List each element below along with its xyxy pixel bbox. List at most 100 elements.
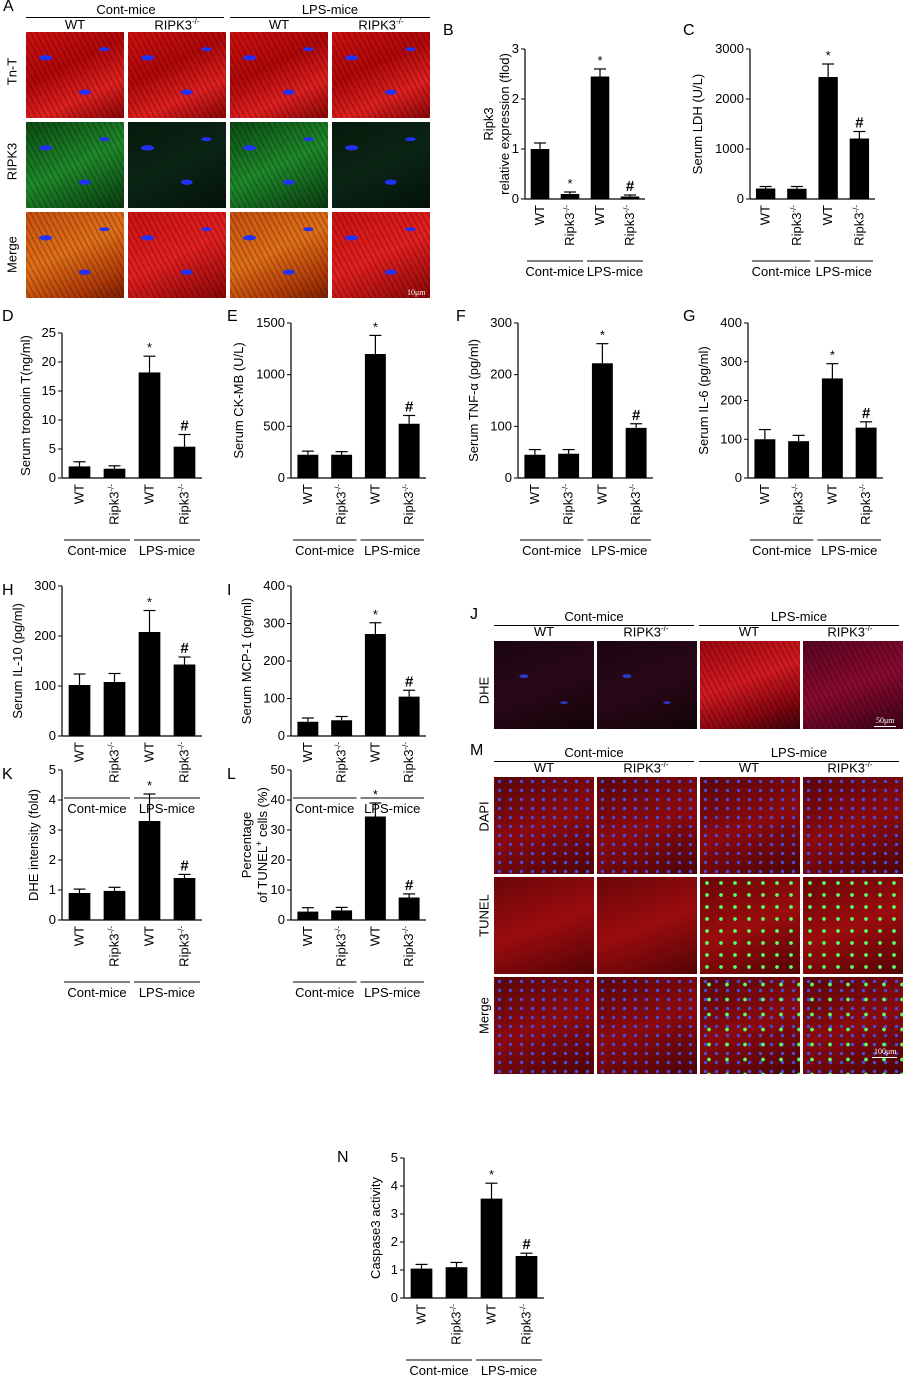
- panel-j-col-2: RIPK3-/-: [623, 624, 669, 640]
- x-tick-label: WT: [532, 205, 547, 225]
- significance-mark: *: [147, 778, 152, 793]
- bar-2: [103, 682, 126, 736]
- bar-1: [297, 721, 319, 736]
- panel-j-letter: J: [470, 606, 478, 623]
- x-tick-label: Ripk3-/-: [561, 484, 576, 525]
- y-axis-label: Percentageof TUNEL+ cells (%): [239, 787, 270, 903]
- panel-a-tile-r2-c2: [128, 122, 226, 208]
- chart-c: 0 1000 2000 3000 Serum LDH (U/L) WT Ripk3-/- * W…: [690, 41, 875, 279]
- panel-a-group-line-lps: [230, 17, 430, 18]
- panel-m-tile-r3-c1: [494, 977, 594, 1074]
- panel-j-tile-r1-c1: [494, 641, 594, 729]
- bar-1: [68, 893, 91, 920]
- panel-m-scale-bar: [872, 1057, 897, 1058]
- y-axis-label: Serum CK-MB (U/L): [231, 342, 246, 458]
- panel-a-tile-r1-c2: [128, 32, 226, 118]
- y-tick-label: 10: [42, 412, 56, 427]
- panel-a-group-line-cont: [26, 17, 224, 18]
- y-tick-label: 100: [34, 678, 56, 693]
- bar-3: [818, 77, 838, 199]
- panel-a-letter: A: [3, 0, 14, 15]
- panel-j-group-lps: LPS-mice: [770, 609, 828, 624]
- bar-2: [788, 441, 810, 478]
- x-tick-label: WT: [484, 1304, 499, 1324]
- panel-m-tile-r1-c2: [597, 777, 697, 874]
- y-axis-label: Caspase3 activity: [368, 1177, 383, 1279]
- y-tick-label: 1: [49, 882, 56, 897]
- y-tick-label: 4: [49, 792, 56, 807]
- y-tick-label: 400: [720, 315, 742, 330]
- x-tick-label: WT: [758, 205, 773, 225]
- panel-l-letter: L: [227, 766, 236, 783]
- group-label: Cont-mice: [295, 985, 354, 1000]
- bar-4: [398, 696, 420, 736]
- y-tick-label: 20: [271, 852, 285, 867]
- y-axis-label: Serum IL-10 (pg/ml): [10, 603, 25, 719]
- x-tick-label: WT: [300, 926, 315, 946]
- bar-2: [445, 1267, 468, 1298]
- y-tick-label: 20: [42, 354, 56, 369]
- significance-mark: *: [373, 607, 378, 622]
- group-label: LPS-mice: [587, 264, 643, 279]
- group-label: LPS-mice: [364, 985, 420, 1000]
- y-tick-label: 200: [720, 393, 742, 408]
- y-tick-label: 0: [49, 728, 56, 743]
- y-tick-label: 300: [34, 578, 56, 593]
- x-tick-label: WT: [367, 484, 382, 504]
- bar-1: [530, 149, 550, 199]
- y-tick-label: 3000: [715, 41, 744, 56]
- group-label: Cont-mice: [295, 801, 354, 816]
- significance-mark: *: [826, 48, 831, 63]
- x-tick-label: Ripk3-/-: [177, 484, 192, 525]
- group-label: LPS-mice: [139, 543, 195, 558]
- panel-j-group-cont: Cont-mice: [564, 609, 624, 624]
- y-tick-label: 500: [263, 418, 285, 433]
- significance-mark: *: [373, 319, 378, 334]
- significance-mark: #: [180, 640, 189, 657]
- panel-j-tile-r1-c2: [597, 641, 697, 729]
- group-label: Cont-mice: [522, 543, 581, 558]
- group-label: LPS-mice: [364, 543, 420, 558]
- panel-m-tile-r3-c3: [700, 977, 800, 1074]
- chart-i: 0 100 200 300 400 Serum MCP-1 (pg/ml) WT Ripk3-…: [239, 578, 426, 816]
- bar-1: [68, 685, 91, 736]
- panel-b-letter: B: [443, 22, 454, 39]
- significance-mark: *: [830, 348, 835, 363]
- panel-j-col-1: WT: [533, 624, 555, 639]
- y-tick-label: 0: [512, 191, 519, 206]
- panel-m-tile-r2-c4: [803, 877, 903, 974]
- panel-m-group-line-lps: [699, 761, 899, 762]
- y-tick-label: 4: [391, 1178, 398, 1193]
- bar-3: [591, 363, 613, 478]
- x-tick-label: Ripk3-/-: [107, 742, 122, 783]
- panel-a-col-4: RIPK3-/-: [358, 17, 404, 33]
- panel-j-col-3: WT: [738, 624, 760, 639]
- panel-m-col-2: RIPK3-/-: [623, 760, 669, 776]
- panel-m-tile-r2-c2: [597, 877, 697, 974]
- panel-m-letter: M: [470, 742, 484, 759]
- bar-4: [625, 427, 647, 478]
- panel-e-letter: E: [227, 308, 238, 325]
- panel-m-row-tunel: TUNEL: [476, 894, 492, 937]
- x-tick-label: Ripk3-/-: [401, 926, 416, 967]
- panel-f-letter: F: [456, 308, 466, 325]
- bar-3: [821, 378, 843, 478]
- y-tick-label: 0: [735, 470, 742, 485]
- panel-a-scale-bar: [406, 298, 426, 299]
- panel-a-tile-r3-c1: [26, 212, 124, 298]
- significance-mark: #: [405, 877, 414, 894]
- panel-c-letter: C: [683, 22, 695, 39]
- y-axis-label: Serum TNF-α (pg/ml): [466, 339, 481, 462]
- panel-j-col-4: RIPK3-/-: [827, 624, 873, 640]
- panel-m-tile-r1-c4: [803, 777, 903, 874]
- panel-a-row-tnt: Tn-T: [4, 57, 20, 86]
- significance-mark: #: [180, 418, 189, 435]
- panel-j-row-dhe: DHE: [476, 676, 492, 705]
- panel-a-tile-r3-c3: [230, 212, 328, 298]
- bar-4: [173, 878, 196, 920]
- x-tick-label: Ripk3-/-: [519, 1304, 534, 1345]
- y-tick-label: 300: [490, 315, 512, 330]
- x-tick-label: WT: [367, 742, 382, 762]
- x-tick-label: Ripk3-/-: [401, 742, 416, 783]
- y-tick-label: 25: [42, 325, 56, 340]
